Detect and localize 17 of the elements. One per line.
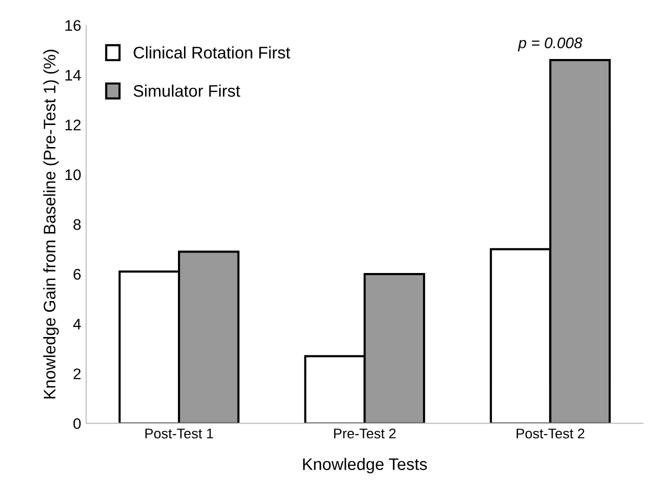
x-tick-label: Post-Test 1: [145, 428, 214, 438]
annotation: p = 0.008: [518, 37, 582, 52]
legend-label: Clinical Rotation First: [134, 46, 290, 59]
y-tick-label: 4: [73, 318, 81, 330]
y-tick-label: 2: [74, 368, 81, 380]
y-tick-label: 12: [66, 120, 81, 130]
x-axis-title: Knowledge Tests: [303, 458, 427, 474]
legend-label: Simulator First: [134, 84, 240, 97]
y-tick-label: 0: [73, 418, 81, 430]
y-tick-label: 8: [73, 219, 81, 230]
y-tick-label: 10: [66, 169, 81, 180]
y-tick-label: 6: [74, 268, 81, 280]
y-tick-label: 16: [66, 20, 81, 31]
y-tick-label: 14: [66, 70, 81, 81]
y-axis-title: Knowledge Gain from Baseline (Pre-Test 1) (%): [43, 50, 59, 398]
x-tick-label: Pre-Test 2: [334, 428, 396, 438]
x-tick-label: Post-Test 2: [516, 428, 584, 438]
